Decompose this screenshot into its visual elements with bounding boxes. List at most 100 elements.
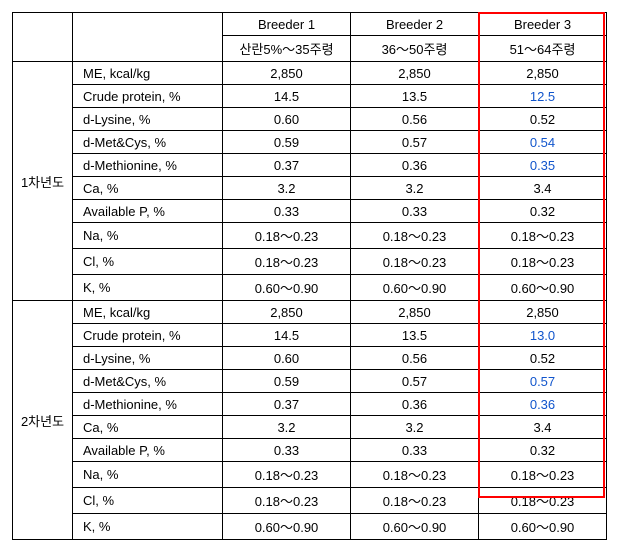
value-cell: 2,850 [479,62,607,85]
table-row: Available P, %0.330.330.32 [13,200,607,223]
value-cell: 0.57 [351,131,479,154]
table-row: K, %0.60～0.900.60～0.900.60～0.90 [13,514,607,540]
value-cell: 3.2 [351,177,479,200]
blank-corner-param [73,13,223,62]
param-label: Crude protein, % [73,324,223,347]
value-cell: 0.60 [223,347,351,370]
value-cell: 0.60～0.90 [479,275,607,301]
param-label: ME, kcal/kg [73,62,223,85]
value-cell: 0.37 [223,393,351,416]
table-row: Ca, %3.23.23.4 [13,416,607,439]
value-cell: 0.36 [351,393,479,416]
value-cell: 13.5 [351,324,479,347]
col-header-b3: Breeder 3 [479,13,607,36]
param-label: d-Met&Cys, % [73,131,223,154]
table-row: Ca, %3.23.23.4 [13,177,607,200]
value-cell: 0.18～0.23 [223,223,351,249]
value-cell: 0.54 [479,131,607,154]
value-cell: 0.32 [479,439,607,462]
value-cell: 0.59 [223,131,351,154]
table-row: 1차년도ME, kcal/kg2,8502,8502,850 [13,62,607,85]
table-row: d-Methionine, %0.370.360.36 [13,393,607,416]
param-label: Available P, % [73,439,223,462]
value-cell: 0.18～0.23 [479,223,607,249]
value-cell: 0.57 [479,370,607,393]
value-cell: 0.60～0.90 [351,514,479,540]
col-subheader-b3: 51～64주령 [479,36,607,62]
value-cell: 14.5 [223,85,351,108]
value-cell: 0.37 [223,154,351,177]
value-cell: 3.2 [223,177,351,200]
param-label: K, % [73,514,223,540]
param-label: d-Methionine, % [73,393,223,416]
param-label: d-Lysine, % [73,108,223,131]
value-cell: 0.18～0.23 [351,223,479,249]
value-cell: 0.52 [479,108,607,131]
param-label: K, % [73,275,223,301]
value-cell: 3.2 [223,416,351,439]
value-cell: 0.18～0.23 [223,462,351,488]
param-label: Na, % [73,462,223,488]
param-label: Ca, % [73,177,223,200]
value-cell: 0.35 [479,154,607,177]
table-row: Crude protein, %14.513.513.0 [13,324,607,347]
table-row: Na, %0.18～0.230.18～0.230.18～0.23 [13,462,607,488]
col-subheader-b2: 36～50주령 [351,36,479,62]
col-header-b1: Breeder 1 [223,13,351,36]
value-cell: 14.5 [223,324,351,347]
table-wrap: Breeder 1 Breeder 2 Breeder 3 산란5%～35주령 … [12,12,605,540]
value-cell: 2,850 [479,301,607,324]
header-row-1: Breeder 1 Breeder 2 Breeder 3 [13,13,607,36]
table-row: d-Met&Cys, %0.590.570.54 [13,131,607,154]
value-cell: 2,850 [351,62,479,85]
value-cell: 0.33 [351,439,479,462]
param-label: Available P, % [73,200,223,223]
value-cell: 2,850 [351,301,479,324]
param-label: d-Met&Cys, % [73,370,223,393]
param-label: Na, % [73,223,223,249]
table-row: d-Lysine, %0.600.560.52 [13,347,607,370]
table-row: K, %0.60～0.900.60～0.900.60～0.90 [13,275,607,301]
col-subheader-b1: 산란5%～35주령 [223,36,351,62]
param-label: ME, kcal/kg [73,301,223,324]
value-cell: 0.56 [351,108,479,131]
param-label: d-Methionine, % [73,154,223,177]
value-cell: 0.60 [223,108,351,131]
param-label: Ca, % [73,416,223,439]
value-cell: 0.18～0.23 [351,249,479,275]
value-cell: 0.18～0.23 [479,249,607,275]
value-cell: 0.36 [479,393,607,416]
blank-corner-year [13,13,73,62]
value-cell: 0.60～0.90 [223,275,351,301]
value-cell: 3.4 [479,177,607,200]
table-row: 2차년도ME, kcal/kg2,8502,8502,850 [13,301,607,324]
value-cell: 0.36 [351,154,479,177]
value-cell: 3.2 [351,416,479,439]
value-cell: 0.57 [351,370,479,393]
value-cell: 0.32 [479,200,607,223]
value-cell: 0.56 [351,347,479,370]
table-row: d-Met&Cys, %0.590.570.57 [13,370,607,393]
value-cell: 0.33 [223,200,351,223]
value-cell: 12.5 [479,85,607,108]
value-cell: 3.4 [479,416,607,439]
value-cell: 0.18～0.23 [351,462,479,488]
param-label: d-Lysine, % [73,347,223,370]
table-row: Available P, %0.330.330.32 [13,439,607,462]
year-group-label: 2차년도 [13,301,73,540]
value-cell: 0.33 [223,439,351,462]
param-label: Crude protein, % [73,85,223,108]
value-cell: 0.60～0.90 [223,514,351,540]
param-label: Cl, % [73,249,223,275]
value-cell: 2,850 [223,301,351,324]
value-cell: 13.0 [479,324,607,347]
col-header-b2: Breeder 2 [351,13,479,36]
value-cell: 0.33 [351,200,479,223]
value-cell: 0.52 [479,347,607,370]
table-row: d-Methionine, %0.370.360.35 [13,154,607,177]
table-row: d-Lysine, %0.600.560.52 [13,108,607,131]
table-row: Cl, %0.18～0.230.18～0.230.18～0.23 [13,249,607,275]
value-cell: 2,850 [223,62,351,85]
value-cell: 0.59 [223,370,351,393]
value-cell: 0.18～0.23 [223,249,351,275]
